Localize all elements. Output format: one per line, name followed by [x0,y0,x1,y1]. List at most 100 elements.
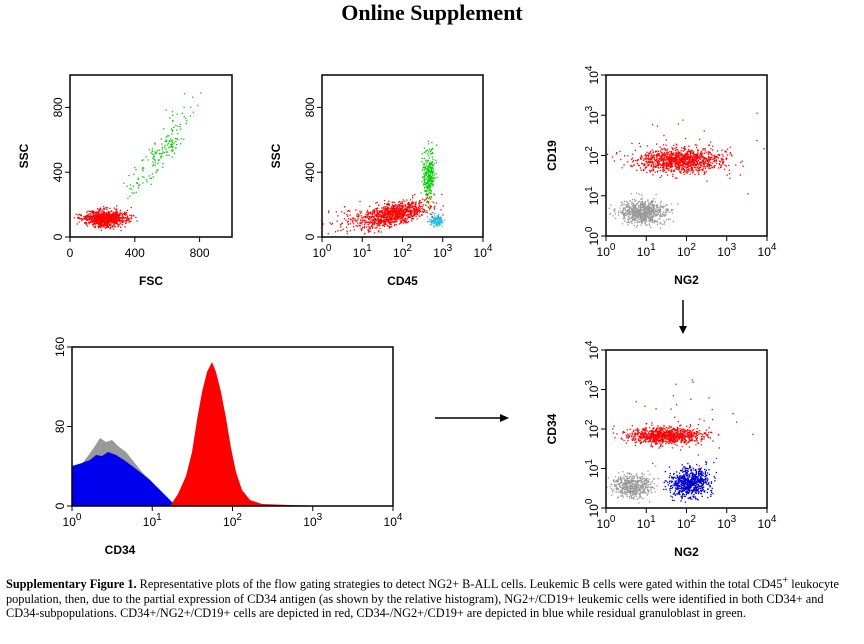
event-dot [374,214,376,216]
event-dot [428,189,430,191]
event-dot [404,209,406,211]
event-dot [666,210,668,212]
event-dot [435,159,437,161]
event-dot [652,208,654,210]
event-dot [89,213,91,215]
event-dot [427,181,429,184]
event-dot [384,214,387,216]
event-dot [346,232,348,235]
event-dot [125,220,127,222]
event-dot [172,120,174,122]
event-dot [619,477,622,479]
event-dot [648,211,650,213]
event-dot [371,226,373,228]
event-dot [651,124,654,126]
event-dot [440,209,442,211]
event-dot [378,218,380,221]
event-dot [410,203,412,205]
event-dot [631,215,633,218]
event-dot [423,176,425,178]
event-dot [692,159,694,161]
event-dot [380,216,383,218]
event-dot [640,169,642,171]
event-dot [430,180,432,183]
event-dot [85,218,87,221]
event-dot [415,209,417,211]
event-dot [103,220,105,222]
event-dot [643,207,645,210]
event-dot [115,218,117,220]
event-dot [432,212,434,214]
event-dot [622,212,624,214]
event-dot [665,208,667,210]
event-dot [177,138,179,141]
event-dot [661,156,663,158]
event-dot [709,158,711,160]
event-dot [655,165,657,167]
event-dot [686,151,688,153]
event-dot [158,160,160,162]
event-dot [629,481,631,484]
event-dot [687,478,690,481]
event-dot [663,161,665,163]
event-dot [697,151,699,153]
event-dot [665,156,667,159]
event-dot [426,149,428,151]
event-dot [167,142,169,144]
event-dot [383,211,386,213]
event-dot [425,173,428,175]
event-dot [697,153,699,155]
event-dot [97,212,99,214]
event-dot [437,221,439,223]
event-dot [628,216,630,218]
event-dot [386,209,388,211]
event-dot [632,209,634,211]
event-dot [645,210,648,213]
event-dot [643,204,645,206]
event-dot [614,211,616,213]
event-dot [639,215,641,217]
event-dot [735,164,737,166]
event-dot [380,214,383,217]
event-dot [424,180,426,182]
event-dot [628,477,630,479]
event-dot [706,491,708,494]
event-dot [432,158,434,161]
event-dot [391,213,393,215]
event-dot [112,217,114,220]
event-dot [682,162,685,164]
event-dot [632,486,634,489]
event-dot [642,213,645,216]
event-dot [697,480,700,482]
event-dot [632,485,634,487]
event-dot [650,220,652,223]
event-dot [638,493,641,495]
event-dot [629,485,631,487]
event-dot [629,493,632,496]
event-dot [674,165,677,167]
event-dot [121,217,123,219]
event-dot [429,162,431,164]
event-dot [701,152,703,155]
event-dot [107,223,109,225]
event-dot [396,205,398,207]
event-dot [678,168,680,170]
event-dot [641,194,643,196]
event-dot [756,112,758,114]
event-dot [107,215,109,218]
event-dot [659,210,662,212]
event-dot [409,211,411,214]
event-dot [429,174,431,177]
event-dot [376,213,378,215]
event-dot [415,207,418,209]
event-dot [683,146,686,148]
event-dot [376,227,378,229]
event-dot [428,209,430,211]
event-dot [663,157,665,159]
event-dot [687,148,690,151]
event-dot [346,210,349,212]
event-dot [639,217,641,220]
event-dot [711,156,713,158]
event-dot [125,211,128,214]
event-dot [621,478,623,480]
